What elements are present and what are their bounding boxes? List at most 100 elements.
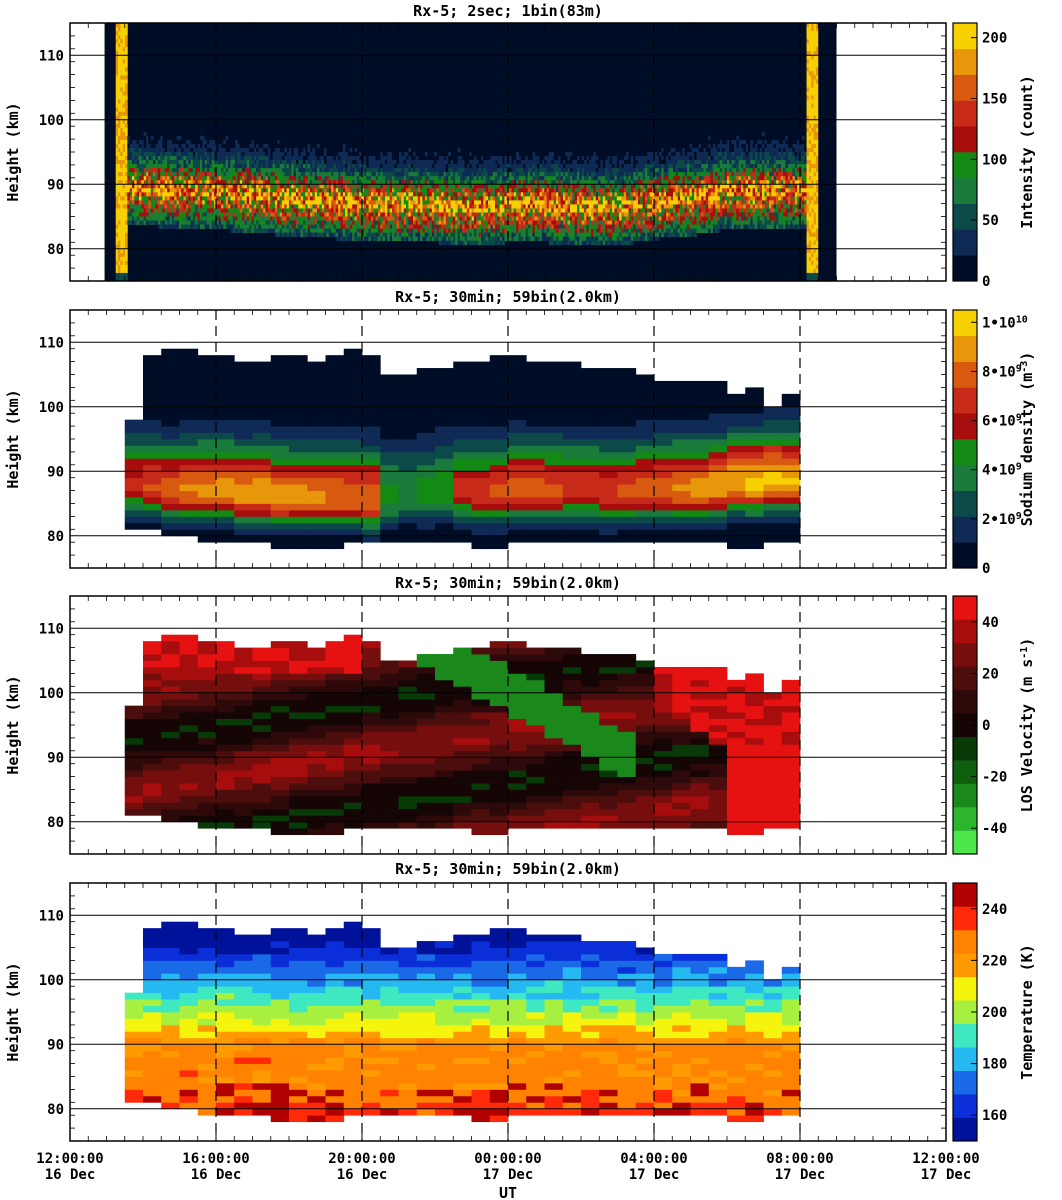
intensity-cell xyxy=(157,216,161,221)
intensity-cell xyxy=(384,232,388,238)
intensity-cell xyxy=(171,212,175,217)
intensity-cell xyxy=(399,164,402,169)
intensity-cell xyxy=(565,139,569,145)
intensity-cell xyxy=(117,232,121,238)
intensity-cell xyxy=(525,143,529,149)
intensity-cell xyxy=(429,172,433,177)
intensity-cell xyxy=(211,212,215,217)
intensity-cell xyxy=(370,212,374,217)
intensity-cell xyxy=(178,160,182,165)
intensity-cell xyxy=(171,200,175,205)
intensity-cell xyxy=(591,204,594,209)
intensity-cell xyxy=(265,160,269,165)
intensity-cell xyxy=(396,216,400,221)
intensity-cell xyxy=(204,152,208,157)
intensity-cell xyxy=(509,176,512,181)
intensity-cell xyxy=(195,220,198,225)
intensity-cell xyxy=(319,188,323,193)
intensity-cell xyxy=(565,200,569,205)
intensity-cell xyxy=(321,204,325,209)
intensity-cell xyxy=(150,168,154,173)
intensity-cell xyxy=(530,172,533,177)
intensity-cell xyxy=(298,224,302,229)
intensity-cell xyxy=(155,147,159,153)
intensity-cell xyxy=(401,228,405,234)
intensity-cell xyxy=(572,196,576,201)
intensity-cell xyxy=(469,228,473,234)
intensity-cell xyxy=(370,220,374,225)
intensity-cell xyxy=(239,168,243,173)
intensity-cell xyxy=(420,152,423,157)
intensity-cell xyxy=(410,188,414,193)
intensity-cell xyxy=(176,168,180,173)
intensity-cell xyxy=(483,204,487,209)
intensity-cell xyxy=(541,156,545,161)
intensity-cell xyxy=(239,220,243,225)
intensity-cell xyxy=(232,192,236,197)
intensity-cell xyxy=(492,212,496,217)
intensity-cell xyxy=(321,200,325,205)
intensity-cell xyxy=(300,204,304,209)
intensity-cell xyxy=(577,228,580,234)
intensity-cell xyxy=(155,156,159,161)
intensity-cell xyxy=(230,188,234,193)
intensity-cell xyxy=(242,204,245,209)
intensity-cell xyxy=(213,127,217,133)
intensity-cell xyxy=(127,156,131,161)
intensity-cell xyxy=(441,160,444,165)
intensity-cell xyxy=(232,200,236,205)
intensity-cell xyxy=(230,212,234,217)
intensity-cell xyxy=(588,168,592,173)
intensity-cell xyxy=(555,180,559,185)
intensity-cell xyxy=(399,160,402,165)
intensity-cell xyxy=(598,192,601,197)
intensity-cell xyxy=(345,147,348,153)
intensity-cell xyxy=(124,123,128,129)
intensity-cell xyxy=(291,164,295,169)
intensity-cell xyxy=(495,204,498,209)
intensity-cell xyxy=(401,208,405,213)
intensity-cell xyxy=(286,228,290,234)
intensity-cell xyxy=(584,212,587,217)
intensity-cell xyxy=(230,220,234,225)
intensity-cell xyxy=(211,164,215,169)
intensity-cell xyxy=(197,147,201,153)
intensity-cell xyxy=(239,135,243,141)
intensity-cell xyxy=(511,208,515,213)
intensity-cell xyxy=(171,131,175,137)
intensity-cell xyxy=(408,208,412,213)
intensity-cell xyxy=(548,156,552,161)
intensity-cell xyxy=(183,224,187,229)
intensity-cell xyxy=(141,200,145,205)
intensity-cell xyxy=(352,236,355,242)
intensity-cell xyxy=(277,192,280,197)
intensity-cell xyxy=(265,156,269,161)
intensity-cell xyxy=(223,147,227,153)
intensity-cell xyxy=(124,160,128,165)
intensity-cell xyxy=(408,160,412,165)
intensity-cell xyxy=(146,200,149,205)
intensity-cell xyxy=(459,176,463,181)
intensity-cell xyxy=(162,208,166,213)
intensity-cell xyxy=(326,200,330,205)
intensity-cell xyxy=(178,200,182,205)
intensity-cell xyxy=(492,240,496,246)
intensity-cell xyxy=(506,147,510,153)
intensity-cell xyxy=(403,216,407,221)
intensity-cell xyxy=(593,192,597,197)
intensity-cell xyxy=(504,192,508,197)
intensity-cell xyxy=(120,91,124,96)
intensity-cell xyxy=(235,168,238,173)
intensity-cell xyxy=(221,224,224,229)
intensity-cell xyxy=(122,31,126,36)
intensity-cell xyxy=(160,139,163,145)
intensity-cell xyxy=(497,212,501,217)
intensity-cell xyxy=(345,164,348,169)
intensity-cell xyxy=(115,31,119,36)
intensity-cell xyxy=(153,152,156,157)
intensity-cell xyxy=(169,220,173,225)
intensity-cell xyxy=(185,164,189,169)
intensity-cell xyxy=(331,232,334,238)
intensity-cell xyxy=(335,236,339,242)
intensity-cell xyxy=(150,204,154,209)
